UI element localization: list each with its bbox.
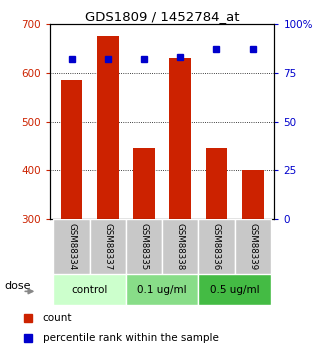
Text: 0.1 ug/ml: 0.1 ug/ml: [137, 285, 187, 295]
Bar: [97, 36, 119, 219]
Text: count: count: [43, 313, 72, 323]
Bar: [235, 219, 271, 274]
Bar: [198, 219, 235, 274]
Bar: [53, 219, 90, 274]
Text: GSM88336: GSM88336: [212, 223, 221, 270]
Bar: [126, 219, 162, 274]
Bar: [198, 274, 271, 305]
Text: control: control: [72, 285, 108, 295]
Bar: [126, 274, 198, 305]
Text: 0.5 ug/ml: 0.5 ug/ml: [210, 285, 259, 295]
Title: GDS1809 / 1452784_at: GDS1809 / 1452784_at: [85, 10, 239, 23]
Bar: [169, 58, 191, 219]
Text: GSM88338: GSM88338: [176, 223, 185, 270]
Bar: [53, 274, 126, 305]
Bar: [242, 170, 264, 219]
Bar: [205, 148, 227, 219]
Bar: [162, 219, 198, 274]
Text: GSM88334: GSM88334: [67, 223, 76, 270]
Text: percentile rank within the sample: percentile rank within the sample: [43, 333, 219, 343]
Text: GSM88339: GSM88339: [248, 223, 257, 270]
Bar: [133, 148, 155, 219]
Bar: [61, 80, 82, 219]
Text: GSM88335: GSM88335: [140, 223, 149, 270]
Text: GSM88337: GSM88337: [103, 223, 112, 270]
Text: dose: dose: [4, 281, 31, 291]
Bar: [90, 219, 126, 274]
